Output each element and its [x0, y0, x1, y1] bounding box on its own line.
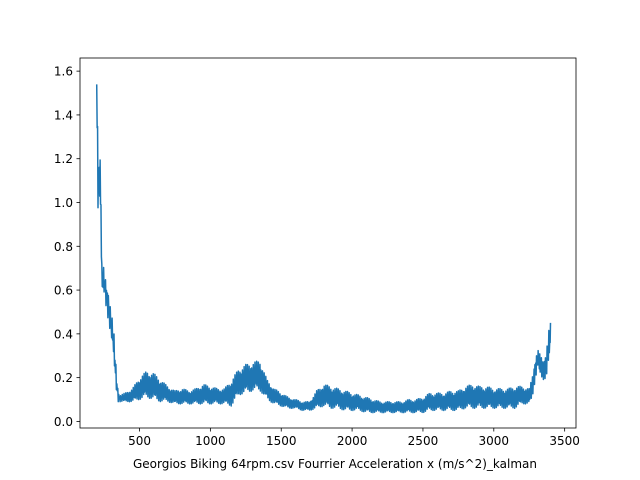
x-tick-label: 3500	[549, 434, 580, 448]
y-tick-label: 0.8	[54, 240, 73, 254]
y-tick-label: 1.2	[54, 152, 73, 166]
axes-frame	[79, 57, 577, 429]
plot-area	[95, 84, 552, 414]
x-tick-label: 3000	[479, 434, 510, 448]
x-tick-label: 500	[128, 434, 151, 448]
x-tick-label: 1500	[266, 434, 297, 448]
x-tick-label: 2000	[337, 434, 368, 448]
y-tick-label: 0.0	[54, 415, 73, 429]
x-axis-ticks: 500 1000 1500 2000 2500 3000 3500	[128, 428, 580, 448]
y-tick-label: 1.4	[54, 108, 73, 122]
x-tick-label: 1000	[195, 434, 226, 448]
y-tick-label: 0.2	[54, 371, 73, 385]
y-axis-ticks: 0.0 0.2 0.4 0.6 0.8 1.0 1.2 1.4 1.6	[54, 65, 80, 429]
y-tick-label: 1.6	[54, 65, 73, 79]
series-line-0	[95, 84, 552, 414]
x-tick-label: 2500	[408, 434, 439, 448]
y-tick-label: 0.4	[54, 327, 73, 341]
y-tick-label: 1.0	[54, 196, 73, 210]
y-tick-label: 0.6	[54, 284, 73, 298]
x-axis-label: Georgios Biking 64rpm.csv Fourrier Accel…	[133, 457, 537, 471]
